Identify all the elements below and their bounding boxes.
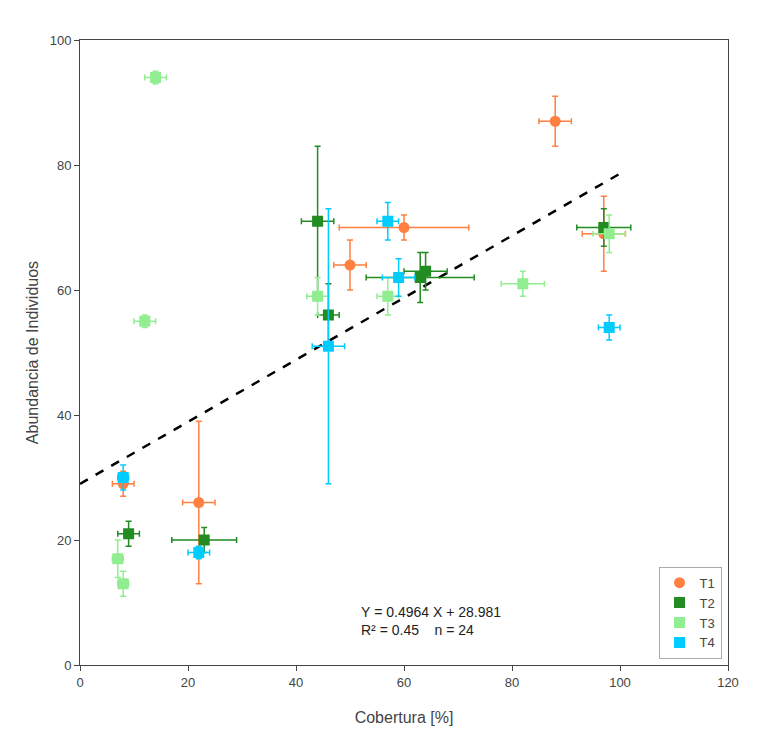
svg-text:Abundancia de Individuos: Abundancia de Individuos: [24, 261, 41, 444]
svg-text:20: 20: [57, 533, 71, 548]
svg-text:60: 60: [397, 675, 411, 690]
svg-text:T3: T3: [700, 616, 715, 631]
svg-text:T1: T1: [700, 576, 715, 591]
svg-text:Y = 0.4964 X + 28.981R² = 0.45: Y = 0.4964 X + 28.981R² = 0.45 n = 24: [361, 604, 501, 638]
svg-text:0: 0: [76, 675, 83, 690]
svg-text:20: 20: [181, 675, 195, 690]
svg-text:100: 100: [50, 33, 72, 48]
svg-text:Cobertura [%]: Cobertura [%]: [355, 709, 454, 726]
svg-text:40: 40: [289, 675, 303, 690]
svg-text:T4: T4: [700, 635, 715, 650]
svg-text:0: 0: [64, 658, 71, 673]
svg-text:60: 60: [57, 283, 71, 298]
svg-text:T2: T2: [700, 596, 715, 611]
svg-text:80: 80: [505, 675, 519, 690]
svg-text:80: 80: [57, 158, 71, 173]
svg-text:120: 120: [717, 675, 739, 690]
svg-text:40: 40: [57, 408, 71, 423]
svg-text:100: 100: [609, 675, 631, 690]
